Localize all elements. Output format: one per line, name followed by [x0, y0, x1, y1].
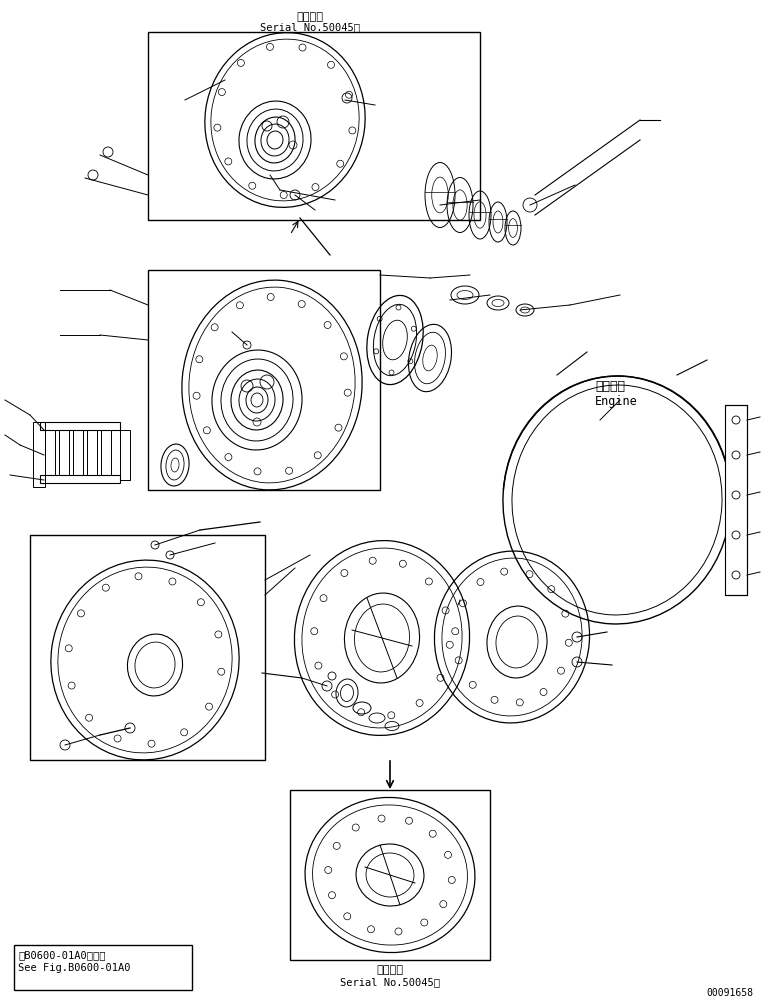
Bar [73, 430, 83, 475]
Bar [120, 430, 130, 480]
Bar [30, 535, 265, 760]
Text: 適用号機: 適用号機 [376, 965, 403, 975]
Text: 第B0600-01A0図参照: 第B0600-01A0図参照 [18, 950, 106, 960]
Bar [290, 790, 490, 960]
Text: Serial No.50045～: Serial No.50045～ [260, 22, 360, 32]
Bar [725, 405, 747, 595]
Bar [101, 430, 111, 475]
Bar [148, 32, 480, 220]
Bar [148, 270, 380, 490]
Bar [40, 422, 120, 430]
Text: See Fig.B0600-01A0: See Fig.B0600-01A0 [18, 963, 131, 973]
Bar [40, 475, 120, 483]
Text: Engine: Engine [595, 395, 638, 408]
Bar [14, 945, 192, 990]
Bar [87, 430, 97, 475]
Bar [45, 430, 55, 475]
Text: 00091658: 00091658 [706, 988, 753, 998]
Bar [33, 422, 45, 487]
Text: Serial No.50045～: Serial No.50045～ [340, 977, 440, 987]
Bar [59, 430, 69, 475]
Text: エンジン: エンジン [595, 380, 625, 393]
Text: 適用号機: 適用号機 [297, 12, 324, 22]
